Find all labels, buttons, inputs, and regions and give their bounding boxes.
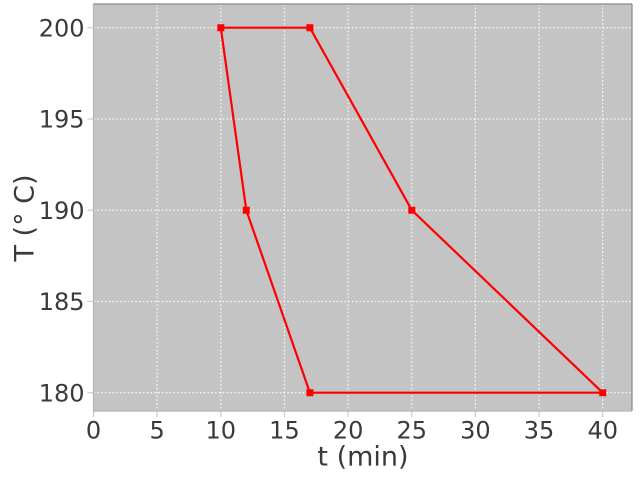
- data-point-marker: [217, 24, 225, 32]
- y-tick-label: 190: [39, 197, 85, 225]
- plot-area: [93, 4, 632, 411]
- data-point-marker: [599, 389, 607, 397]
- x-tick-label: 5: [150, 417, 165, 445]
- data-point-marker: [306, 24, 314, 32]
- data-point-marker: [242, 206, 250, 214]
- y-tick-label: 200: [39, 14, 85, 42]
- y-tick-label: 195: [39, 106, 85, 134]
- data-point-marker: [306, 389, 314, 397]
- x-tick-label: 25: [396, 417, 427, 445]
- x-tick-label: 10: [206, 417, 237, 445]
- x-axis-title: t (min): [317, 441, 409, 473]
- x-tick-label: 30: [460, 417, 491, 445]
- x-tick-label: 40: [587, 417, 618, 445]
- y-tick-label: 185: [39, 288, 85, 316]
- x-tick-label: 20: [333, 417, 364, 445]
- y-tick-label: 180: [39, 379, 85, 407]
- x-tick-label: 35: [524, 417, 555, 445]
- x-tick-label: 15: [269, 417, 300, 445]
- data-point-marker: [408, 206, 416, 214]
- y-axis-title: T (° C): [9, 174, 41, 262]
- x-tick-label: 0: [86, 417, 101, 445]
